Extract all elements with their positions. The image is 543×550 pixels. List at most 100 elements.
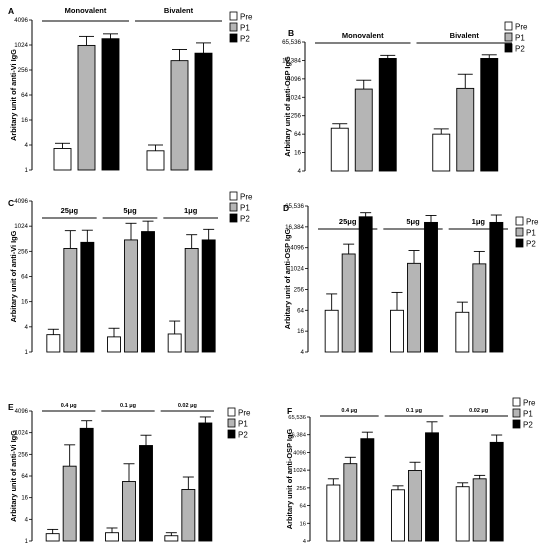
chart-panel-B: B 4 16 64 256 1024 4096 16,384 65,536 Arbitary un… (282, 21, 528, 175)
bar-p2 (480, 58, 499, 172)
group-label: 25μg (61, 206, 79, 215)
bar-p2 (139, 445, 153, 542)
legend: Pre P1 P2 (229, 11, 253, 44)
y-tick-label: 16 (21, 117, 28, 124)
legend-swatch (515, 238, 524, 248)
bar-p1 (354, 88, 373, 172)
legend-swatch (512, 397, 521, 407)
legend-label: P1 (238, 420, 248, 429)
y-tick-label: 4096 (293, 450, 306, 456)
bar-pre (455, 311, 470, 353)
bar-p1 (62, 465, 77, 542)
panel-letter: E (8, 402, 14, 412)
bar-p2 (489, 441, 504, 542)
legend-swatch (512, 408, 521, 418)
bar-p2 (360, 438, 375, 542)
bar-p1 (77, 44, 96, 171)
y-tick-label: 4 (25, 142, 29, 149)
group-label: 5μg (406, 217, 420, 226)
legend-label: P2 (523, 421, 533, 430)
y-tick-label: 16,384 (285, 224, 304, 231)
bar-p1 (184, 248, 199, 353)
bar-pre (164, 535, 179, 542)
legend-label: P2 (526, 240, 536, 249)
chart-panel-D: D 4 16 64 256 1024 4096 16,384 65,536 Arbitary un… (283, 203, 539, 356)
group-label: Bivalent (450, 31, 480, 40)
bar-p2 (79, 427, 94, 542)
legend-swatch (229, 22, 238, 32)
legend: Pre P1 P2 (504, 21, 528, 54)
bar-pre (330, 127, 349, 172)
bar-p1 (407, 262, 421, 353)
legend-label: P1 (515, 34, 525, 43)
legend-swatch (229, 33, 238, 43)
panel-letter: F (287, 406, 292, 416)
group-label: 0.02 μg (469, 408, 488, 414)
y-tick-label: 1 (25, 349, 29, 356)
legend-swatch (515, 216, 524, 226)
legend-swatch (227, 429, 236, 439)
legend-label: P1 (240, 204, 250, 213)
y-tick-label: 256 (294, 286, 305, 293)
group-label: 0.1 μg (406, 408, 422, 414)
y-tick-label: 1024 (14, 42, 28, 49)
legend-label: P1 (526, 229, 536, 238)
legend-label: P1 (240, 24, 250, 33)
y-tick-label: 64 (21, 92, 28, 99)
legend-swatch (515, 227, 524, 237)
bar-pre (105, 532, 119, 542)
y-tick-label: 4 (303, 539, 307, 545)
group-label: 0.4 μg (341, 408, 357, 414)
panel-letter: A (8, 6, 14, 16)
group-label: 0.02 μg (178, 403, 197, 409)
y-tick-label: 4096 (15, 409, 29, 415)
y-tick-label: 4096 (14, 198, 28, 205)
y-axis-label: Arbitary unit of anti-Vi IgG (9, 230, 18, 322)
bar-pre (107, 336, 121, 353)
y-tick-label: 16 (300, 521, 306, 527)
y-tick-label: 64 (294, 131, 301, 138)
y-tick-label: 256 (18, 452, 29, 458)
group-label: 1μg (184, 206, 198, 215)
chart-panel-E: E 1 4 16 64 256 1024 4096 Arbitary unit of anti-… (8, 402, 251, 545)
y-tick-label: 65,536 (288, 415, 306, 421)
bar-pre (432, 133, 451, 172)
legend-label: P2 (238, 431, 248, 440)
group-label: 1μg (472, 217, 486, 226)
y-tick-label: 4 (25, 324, 29, 331)
legend-swatch (504, 21, 513, 31)
y-tick-label: 16,384 (282, 57, 301, 64)
bar-p2 (141, 231, 155, 353)
bar-p2 (358, 216, 373, 353)
group-label: 0.4 μg (61, 403, 77, 409)
y-tick-label: 64 (300, 504, 307, 510)
bar-pre (455, 486, 470, 542)
y-tick-label: 65,536 (282, 39, 301, 46)
y-tick-label: 4 (301, 349, 305, 356)
bar-pre (46, 334, 61, 353)
legend-label: P2 (240, 215, 250, 224)
y-tick-label: 1024 (14, 223, 28, 230)
legend: Pre P1 P2 (227, 407, 251, 440)
group-label: 0.1 μg (120, 403, 136, 409)
y-tick-label: 4096 (290, 245, 304, 252)
y-tick-label: 65,536 (285, 203, 304, 210)
bar-p1 (343, 463, 358, 542)
y-tick-label: 256 (18, 67, 29, 74)
legend: Pre P1 P2 (515, 216, 539, 249)
panel-letter: C (8, 198, 14, 208)
y-tick-label: 16 (21, 496, 28, 502)
y-tick-label: 4096 (14, 17, 28, 24)
legend-label: P2 (515, 45, 525, 54)
bar-pre (146, 150, 165, 171)
bar-p2 (425, 432, 439, 542)
bar-pre (53, 148, 72, 171)
y-tick-label: 4 (298, 168, 302, 175)
y-tick-label: 4096 (287, 76, 301, 83)
bar-pre (324, 309, 339, 353)
legend-label: P1 (523, 410, 533, 419)
legend-swatch (504, 32, 513, 42)
legend-swatch (229, 191, 238, 201)
bar-pre (326, 484, 341, 542)
legend-swatch (229, 213, 238, 223)
